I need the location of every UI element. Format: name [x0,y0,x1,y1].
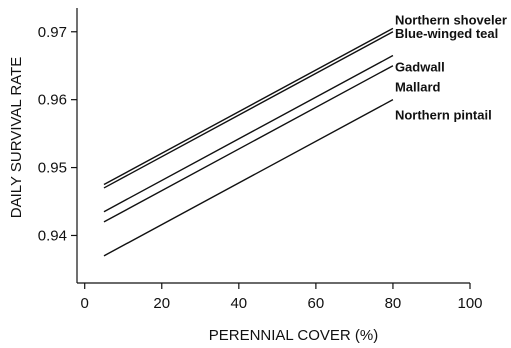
axes-layer [76,8,470,284]
x-tick-label: 20 [153,295,170,312]
y-tick-label: 0.95 [38,160,67,177]
series-line-northern-pintail [103,99,394,257]
series-label-gadwall: Gadwall [395,60,445,75]
y-ticks: 0.94 0.95 0.96 0.97 [38,24,77,244]
y-tick-label: 0.94 [38,227,67,244]
series-label-northern-shoveler: Northern shoveler [395,12,507,27]
x-axis-title: PERENNIAL COVER (%) [209,327,378,344]
y-tick-label: 0.97 [38,24,67,41]
y-tick-label: 0.96 [38,92,67,109]
x-tick-label: 40 [230,295,247,312]
series-line-blue-winged-teal [103,31,394,189]
y-axis-title: DAILY SURVIVAL RATE [8,57,25,218]
series-line-northern-shoveler [103,27,394,186]
x-ticks: 0 20 40 60 80 100 [81,283,483,312]
series-label-blue-winged-teal: Blue-winged teal [395,26,498,41]
x-tick-label: 80 [385,295,402,312]
series-label-northern-pintail: Northern pintail [395,108,492,123]
x-tick-label: 100 [457,295,482,312]
series-line-mallard [103,65,394,223]
series-label-mallard: Mallard [395,80,441,95]
series-lines [103,27,394,257]
x-tick-label: 0 [81,295,89,312]
x-tick-label: 60 [308,295,325,312]
series-line-gadwall [103,54,394,213]
